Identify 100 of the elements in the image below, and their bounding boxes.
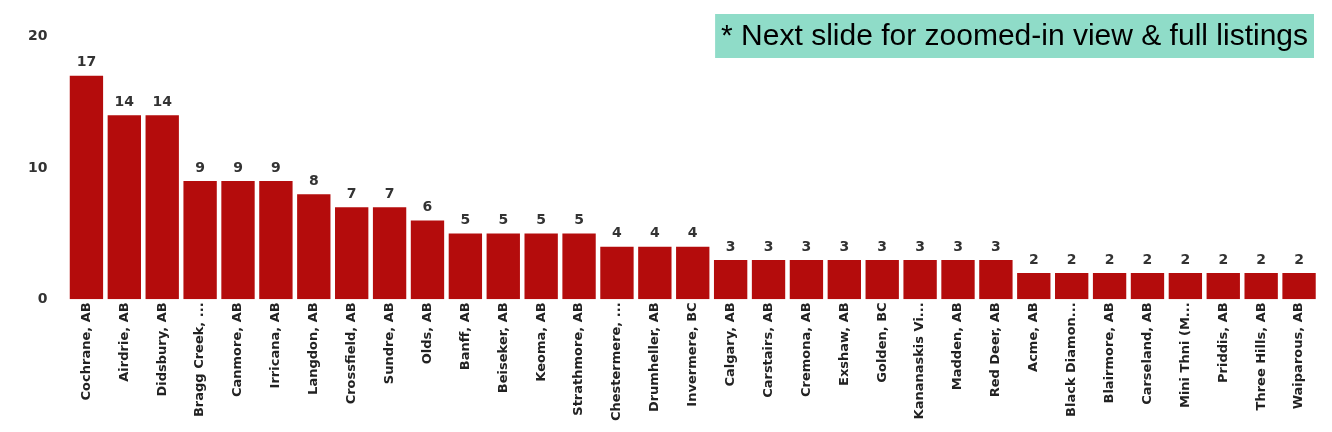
x-tick-label: Langdon, AB [305,302,321,395]
data-label: 3 [839,237,850,254]
x-tick-label: Mini Thni (M... [1176,302,1192,409]
bar [751,259,786,300]
x-tick-label: Red Deer, AB [987,302,1003,398]
bar [183,181,217,300]
x-tick-label: Exshaw, AB [835,302,851,386]
bar [1017,273,1051,300]
x-tick-label: Keoma, AB [532,302,548,382]
x-tick-label: Beiseker, AB [494,302,510,394]
bar [1168,273,1203,300]
x-tick-label: Madden, AB [949,302,965,391]
bar [1282,273,1316,300]
bar [297,194,331,300]
y-tick-label: 0 [37,289,48,306]
bar [1092,273,1127,300]
bar [903,259,937,300]
data-label: 4 [649,224,660,241]
data-label: 2 [1294,250,1304,267]
x-tick-label: Drumheller, AB [646,302,662,413]
bar [1055,273,1089,300]
x-tick-label: Carseland, AB [1138,302,1154,405]
data-label: 2 [1180,250,1191,267]
data-label: 2 [1218,250,1229,267]
data-label: 5 [498,211,509,228]
bar [221,181,255,300]
data-label: 3 [953,237,963,254]
data-label: 2 [1028,250,1039,267]
bar [562,233,596,300]
data-label: 4 [612,224,623,241]
bar [676,246,710,300]
data-label: 14 [114,92,135,109]
x-tick-label: Sundre, AB [380,302,396,385]
y-tick-label: 10 [28,158,48,175]
bar [448,233,483,300]
x-tick-label: Cremona, AB [797,302,813,398]
data-label: 5 [460,211,471,228]
x-tick-label: Blairmore, AB [1100,302,1116,404]
bar [259,181,293,300]
x-tick-label: Olds, AB [418,302,434,365]
bar [713,259,748,300]
bar [145,115,179,300]
bar [941,259,975,300]
bar [789,259,824,300]
bar [979,259,1013,300]
x-tick-label: Golden, BC [873,302,889,383]
data-label: 3 [725,237,736,254]
x-tick-label: Chestermere, ... [608,302,624,422]
bar [1244,273,1278,300]
x-tick-label: Airdrie, AB [115,302,131,382]
bar [372,207,407,300]
data-label: 3 [763,237,774,254]
bar [410,220,445,300]
data-label: 2 [1142,250,1153,267]
data-label: 6 [422,198,433,215]
bar [335,207,369,300]
data-label: 3 [991,237,1001,254]
x-tick-label: Calgary, AB [722,302,738,387]
x-tick-label: Canmore, AB [229,302,245,398]
x-tick-label: Irricana, AB [267,302,283,389]
x-tick-label: Three Hills, AB [1252,302,1268,411]
data-label: 2 [1256,250,1267,267]
data-label: 9 [271,158,281,175]
x-tick-label: Acme, AB [1025,302,1041,372]
bar [1130,273,1165,300]
bar [486,233,520,300]
data-label: 9 [233,158,243,175]
data-label: 3 [801,237,812,254]
bar [600,246,634,300]
bar [524,233,558,300]
x-tick-label: Waiparous, AB [1290,302,1306,410]
x-tick-label: Strathmore, AB [570,302,586,416]
x-tick-label: Priddis, AB [1214,302,1230,383]
data-label: 7 [346,184,357,201]
data-label: 2 [1066,250,1077,267]
bar [827,259,861,300]
x-tick-label: Crossfield, AB [343,302,359,405]
data-label: 2 [1104,250,1115,267]
data-label: 14 [152,92,173,109]
data-label: 3 [915,237,925,254]
data-label: 4 [687,224,698,241]
bar [69,75,104,300]
x-tick-label: Cochrane, AB [77,302,93,401]
x-tick-label: Banff, AB [456,302,472,371]
x-tick-label: Carstairs, AB [759,302,775,398]
x-tick-label: Didsbury, AB [153,302,169,397]
data-label: 9 [195,158,205,175]
data-label: 7 [384,184,395,201]
bar [107,115,141,300]
x-tick-label: Invermere, BC [684,302,700,407]
x-tick-label: Black Diamon... [1063,302,1079,417]
y-tick-label: 20 [28,27,48,44]
bar [1206,273,1240,300]
data-label: 17 [76,53,97,70]
annotation: * Next slide for zoomed-in view & full listings [721,18,1308,52]
bar [638,246,672,300]
x-tick-label: Bragg Creek, ... [191,302,207,418]
data-label: 3 [877,237,888,254]
data-label: 8 [308,171,319,188]
x-tick-label: Kananaskis Vi... [911,302,927,420]
